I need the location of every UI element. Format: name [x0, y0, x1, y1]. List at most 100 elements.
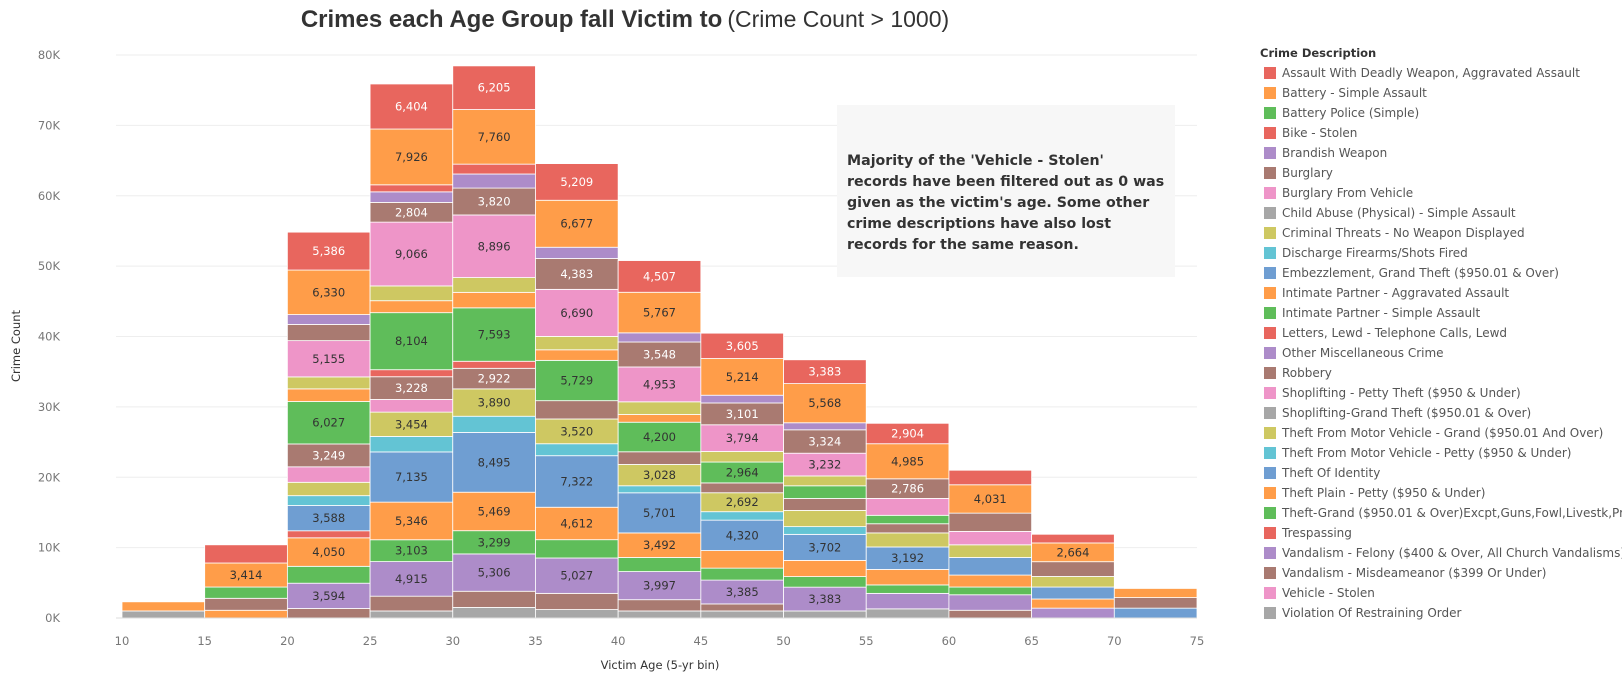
- legend-item[interactable]: Theft-Grand ($950.01 & Over)Excpt,Guns,F…: [1260, 503, 1622, 523]
- y-tick-label: 0K: [45, 611, 60, 625]
- legend-item[interactable]: Shoplifting-Grand Theft ($950.01 & Over): [1260, 403, 1622, 423]
- legend-swatch: [1264, 527, 1276, 539]
- legend-item[interactable]: Intimate Partner - Aggravated Assault: [1260, 283, 1622, 303]
- data-label: 6,330: [312, 285, 345, 299]
- bar-segment: [783, 526, 867, 535]
- data-label: 2,664: [1056, 545, 1089, 559]
- data-label: 2,922: [478, 372, 511, 386]
- data-label: 3,605: [726, 339, 759, 353]
- bar-segment: [286, 505, 371, 532]
- legend-item[interactable]: Vehicle - Stolen: [1260, 583, 1622, 603]
- legend-item[interactable]: Theft Plain - Petty ($950 & Under): [1260, 483, 1622, 503]
- bar-segment: [783, 610, 867, 619]
- data-label: 5,346: [395, 514, 428, 528]
- data-label: 4,507: [643, 269, 676, 283]
- legend-items: Assault With Deadly Weapon, Aggravated A…: [1260, 63, 1622, 623]
- bar-segment: [204, 544, 288, 564]
- bar-segment: [452, 491, 536, 532]
- legend-swatch: [1264, 227, 1276, 239]
- data-label: 4,612: [560, 516, 593, 530]
- legend-item[interactable]: Intimate Partner - Simple Assault: [1260, 303, 1622, 323]
- y-tick-label: 20K: [38, 470, 61, 484]
- legend-item[interactable]: Brandish Weapon: [1260, 143, 1622, 163]
- bar-segment: [535, 349, 619, 361]
- legend-item[interactable]: Bike - Stolen: [1260, 123, 1622, 143]
- legend-item[interactable]: Battery Police (Simple): [1260, 103, 1622, 123]
- legend-label: Brandish Weapon: [1282, 146, 1388, 160]
- legend-item[interactable]: Embezzlement, Grand Theft ($950.01 & Ove…: [1260, 263, 1622, 283]
- legend-item[interactable]: Child Abuse (Physical) - Simple Assault: [1260, 203, 1622, 223]
- bar-segment: [700, 603, 784, 612]
- legend-swatch: [1264, 367, 1276, 379]
- bar-segment: [700, 550, 784, 569]
- legend-item[interactable]: Theft From Motor Vehicle - Grand ($950.0…: [1260, 423, 1622, 443]
- bar-segment: [535, 246, 619, 259]
- y-tick-label: 30K: [38, 400, 61, 414]
- legend-item[interactable]: Assault With Deadly Weapon, Aggravated A…: [1260, 63, 1622, 83]
- legend-item[interactable]: Vandalism - Misdeameanor ($399 Or Under): [1260, 563, 1622, 583]
- bar-segment: [783, 475, 867, 487]
- legend-item[interactable]: Theft Of Identity: [1260, 463, 1622, 483]
- bar-segment: [783, 359, 867, 384]
- legend-swatch: [1264, 127, 1276, 139]
- legend-label: Vandalism - Felony ($400 & Over, All Chu…: [1282, 546, 1622, 560]
- bar-segment: [369, 221, 454, 287]
- bar-segment: [369, 436, 454, 453]
- data-label: 2,786: [891, 482, 924, 496]
- data-label: 5,729: [560, 374, 593, 388]
- bar-segment: [1031, 533, 1115, 544]
- x-tick-label: 20: [280, 634, 295, 648]
- data-label: 7,760: [478, 130, 511, 144]
- legend-swatch: [1264, 187, 1276, 199]
- data-label: 2,804: [395, 205, 428, 219]
- legend-item[interactable]: Violation Of Restraining Order: [1260, 603, 1622, 623]
- legend-item[interactable]: Battery - Simple Assault: [1260, 83, 1622, 103]
- data-label: 3,232: [808, 458, 841, 472]
- data-label: 7,135: [395, 470, 428, 484]
- legend-label: Discharge Firearms/Shots Fired: [1282, 246, 1468, 260]
- legend-swatch: [1264, 347, 1276, 359]
- y-tick-label: 40K: [38, 330, 61, 344]
- bar-segment: [948, 531, 1033, 546]
- bar-segment: [286, 466, 371, 483]
- data-label: 3,890: [478, 396, 511, 410]
- bar-segment: [948, 484, 1033, 514]
- data-label: 7,926: [395, 150, 428, 164]
- legend-item[interactable]: Discharge Firearms/Shots Fired: [1260, 243, 1622, 263]
- legend-item[interactable]: Theft From Motor Vehicle - Petty ($950 &…: [1260, 443, 1622, 463]
- data-label: 3,997: [643, 579, 676, 593]
- data-label: 5,155: [312, 352, 345, 366]
- bar-segment: [452, 432, 536, 493]
- legend-item[interactable]: Other Miscellaneous Crime: [1260, 343, 1622, 363]
- bar-segment: [617, 492, 702, 534]
- data-label: 6,677: [560, 217, 593, 231]
- legend-item[interactable]: Burglary From Vehicle: [1260, 183, 1622, 203]
- legend-swatch: [1264, 487, 1276, 499]
- y-tick-label: 10K: [38, 541, 61, 555]
- legend-item[interactable]: Trespassing: [1260, 523, 1622, 543]
- legend-label: Trespassing: [1282, 526, 1352, 540]
- x-tick-label: 65: [1024, 634, 1039, 648]
- data-label: 6,690: [560, 306, 593, 320]
- bar-segment: [617, 414, 702, 423]
- legend-item[interactable]: Criminal Threats - No Weapon Displayed: [1260, 223, 1622, 243]
- data-label: 3,588: [312, 511, 345, 525]
- bar-segment: [948, 609, 1033, 619]
- bar-segment: [535, 336, 619, 351]
- data-label: 5,701: [643, 506, 676, 520]
- legend-item[interactable]: Burglary: [1260, 163, 1622, 183]
- data-label: 2,692: [726, 495, 759, 509]
- bar-segment: [617, 341, 702, 368]
- bar-segment: [865, 592, 950, 610]
- legend-item[interactable]: Vandalism - Felony ($400 & Over, All Chu…: [1260, 543, 1622, 563]
- bar-segment: [700, 482, 784, 494]
- bar-segment: [948, 594, 1033, 611]
- legend-item[interactable]: Letters, Lewd - Telephone Calls, Lewd: [1260, 323, 1622, 343]
- legend-swatch: [1264, 67, 1276, 79]
- x-tick-label: 55: [859, 634, 874, 648]
- legend-item[interactable]: Robbery: [1260, 363, 1622, 383]
- y-tick-label: 50K: [38, 259, 61, 273]
- legend-label: Theft Plain - Petty ($950 & Under): [1282, 486, 1486, 500]
- legend-item[interactable]: Shoplifting - Petty Theft ($950 & Under): [1260, 383, 1622, 403]
- bar-segment: [948, 544, 1033, 558]
